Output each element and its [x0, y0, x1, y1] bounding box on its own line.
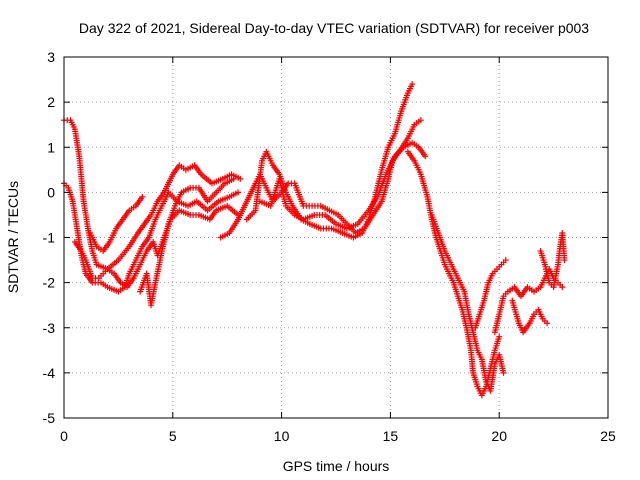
y-tick-label: 1: [47, 139, 55, 155]
data-series: [61, 81, 568, 399]
x-tick-label: 0: [60, 428, 68, 444]
y-tick-label: 0: [47, 184, 55, 200]
series-arc-14: [537, 229, 568, 291]
series-arc-5: [137, 175, 237, 309]
data-point: [235, 189, 242, 196]
y-tick-label: -3: [43, 320, 56, 336]
data-point: [496, 333, 503, 340]
y-tick-label: -4: [43, 365, 56, 381]
series-arc-4: [87, 193, 146, 255]
series-arc-9: [404, 148, 503, 399]
data-point: [561, 257, 568, 264]
y-tick-label: 2: [47, 94, 55, 110]
data-point: [559, 284, 566, 291]
y-tick-label: -5: [43, 410, 56, 426]
x-tick-label: 20: [491, 428, 507, 444]
x-tick-label: 5: [169, 428, 177, 444]
data-point: [422, 153, 429, 160]
y-tick-label: 3: [47, 49, 55, 65]
data-point: [417, 117, 424, 124]
x-tick-label: 10: [274, 428, 290, 444]
data-point: [502, 257, 509, 264]
x-tick-label: 25: [600, 428, 616, 444]
series-arc-8: [256, 139, 429, 232]
data-point: [139, 193, 146, 200]
data-point: [237, 175, 244, 182]
series-arc-10: [428, 211, 507, 394]
x-axis-label: GPS time / hours: [283, 458, 390, 474]
y-tick-label: -2: [43, 275, 56, 291]
x-tick-label: 15: [383, 428, 399, 444]
data-point: [544, 320, 551, 327]
axis-ticks: 0 5 10 15 20 25 -5 -4 -3 -2 -1 0 1 2 3: [43, 49, 616, 444]
y-tick-label: -1: [43, 230, 56, 246]
series-arc-13: [509, 297, 551, 336]
grid: [64, 57, 608, 418]
data-point: [230, 175, 237, 182]
series-arc-11: [472, 257, 509, 331]
data-point: [409, 81, 416, 88]
chart-title: Day 322 of 2021, Sidereal Day-to-day VTE…: [79, 20, 589, 36]
data-point: [500, 369, 507, 376]
y-axis-label: SDTVAR / TECUs: [5, 181, 21, 293]
